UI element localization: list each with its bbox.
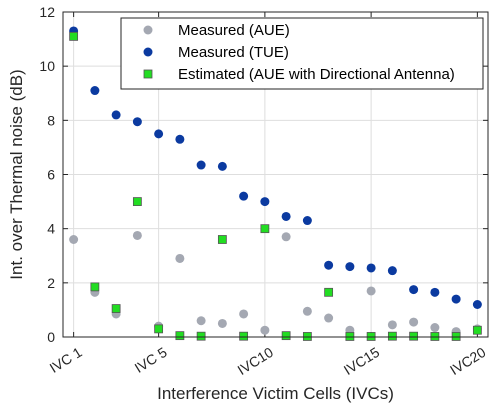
- series-2: [69, 31, 482, 341]
- point-series-2: [239, 331, 249, 341]
- point-series-1: [111, 110, 121, 120]
- data-points: [69, 26, 482, 341]
- point-series-2: [196, 331, 206, 341]
- point-series-0: [387, 320, 397, 330]
- y-axis-title: Int. over Thermal noise (dB): [7, 69, 26, 279]
- point-series-1: [345, 262, 355, 272]
- y-tick-label: 6: [47, 167, 55, 183]
- point-series-0: [175, 253, 185, 263]
- point-series-2: [69, 31, 79, 41]
- point-series-0: [239, 309, 249, 319]
- point-series-0: [69, 235, 79, 244]
- point-series-1: [409, 285, 419, 295]
- point-series-1: [196, 160, 206, 170]
- point-series-0: [281, 232, 291, 242]
- y-tick-label: 0: [47, 329, 55, 345]
- point-series-2: [324, 287, 334, 297]
- point-series-2: [217, 235, 227, 244]
- point-series-1: [451, 294, 461, 304]
- point-series-2: [302, 332, 312, 341]
- point-series-2: [175, 331, 185, 341]
- point-series-1: [281, 211, 291, 221]
- series-1: [69, 26, 482, 309]
- y-tick-labels: 0 2 4 6 8 10 12: [39, 4, 488, 345]
- point-series-2: [281, 331, 291, 341]
- legend-marker-measured-aue: [143, 25, 153, 35]
- legend-label-measured-aue: Measured (AUE): [178, 22, 290, 39]
- point-series-0: [324, 313, 334, 323]
- legend-label-estimated: Estimated (AUE with Directional Antenna): [178, 66, 455, 83]
- legend-marker-measured-tue: [143, 47, 153, 57]
- point-series-2: [430, 332, 440, 341]
- y-tick-label: 4: [47, 221, 55, 237]
- point-series-1: [324, 260, 334, 270]
- point-series-1: [154, 129, 164, 139]
- point-series-1: [260, 197, 270, 207]
- point-series-1: [239, 191, 249, 201]
- legend-box: [120, 17, 484, 90]
- x-axis-title: Interference Victim Cells (IVCs): [157, 384, 394, 403]
- point-series-2: [132, 197, 142, 206]
- legend: Measured (AUE) Measured (TUE) Estimated …: [120, 17, 484, 90]
- point-series-0: [132, 230, 142, 240]
- point-series-1: [175, 134, 185, 144]
- x-tick-label: IVC20: [447, 344, 489, 378]
- point-series-2: [260, 224, 270, 234]
- point-series-0: [196, 316, 206, 326]
- point-series-1: [90, 86, 100, 96]
- plot-frame: [62, 11, 489, 338]
- y-tick-label: 12: [39, 4, 55, 20]
- y-tick-label: 2: [47, 275, 55, 291]
- point-series-2: [451, 332, 461, 341]
- x-tick-label: IVC 1: [47, 344, 85, 376]
- point-series-2: [387, 331, 397, 341]
- point-series-0: [409, 317, 419, 327]
- point-series-1: [430, 287, 440, 297]
- point-series-2: [90, 282, 100, 292]
- point-series-2: [154, 324, 164, 334]
- point-series-0: [260, 325, 270, 335]
- point-series-0: [217, 318, 227, 328]
- legend-marker-estimated: [143, 69, 153, 79]
- point-series-0: [302, 306, 312, 316]
- x-tick-label: IVC15: [341, 344, 383, 378]
- point-series-0: [430, 323, 440, 333]
- legend-label-measured-tue: Measured (TUE): [178, 44, 289, 61]
- point-series-1: [132, 117, 142, 127]
- point-series-2: [345, 332, 355, 341]
- x-tick-label: IVC10: [234, 344, 276, 378]
- point-series-2: [111, 304, 121, 313]
- point-series-2: [409, 331, 419, 341]
- point-series-1: [217, 161, 227, 171]
- point-series-2: [472, 325, 482, 335]
- point-series-1: [302, 216, 312, 226]
- y-tick-label: 10: [39, 58, 55, 74]
- point-series-1: [366, 263, 376, 273]
- point-series-1: [387, 266, 397, 276]
- point-series-0: [366, 286, 376, 296]
- x-tick-label: IVC 5: [132, 344, 170, 376]
- point-series-1: [472, 300, 482, 309]
- y-tick-label: 8: [47, 112, 55, 128]
- point-series-2: [366, 332, 376, 341]
